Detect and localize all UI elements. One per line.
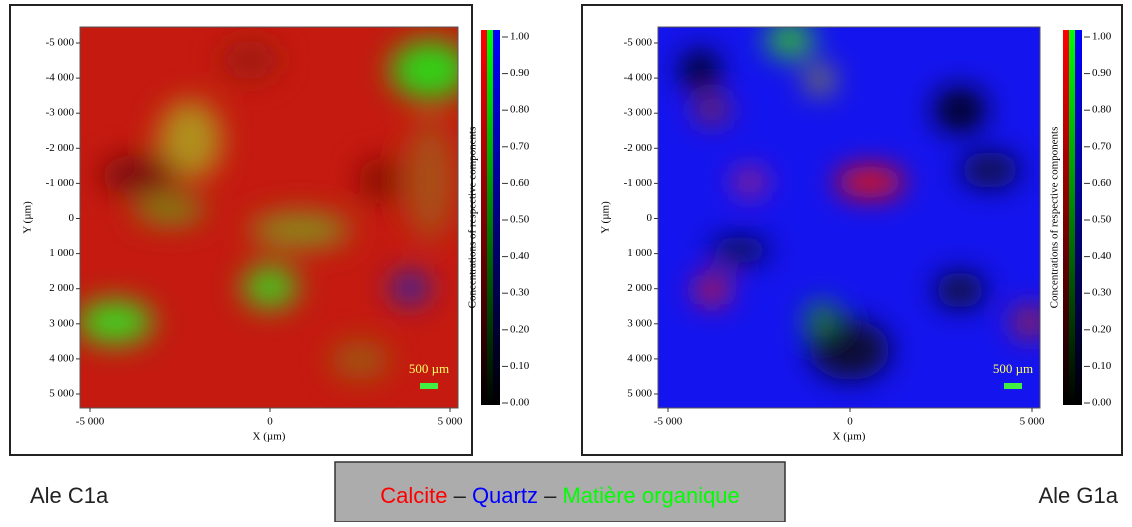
colorbar-tick-label: 0.50 <box>510 214 530 226</box>
y-axis-label: Y (µm) <box>600 201 612 234</box>
x-tick-label: -5 000 <box>76 416 105 428</box>
scale-bar-label: 500 µm <box>993 361 1033 376</box>
y-tick-label: 2 000 <box>627 282 652 294</box>
colorbar-tick-label: 0.70 <box>1092 140 1112 152</box>
colorbar-tick-label: 0.50 <box>1092 214 1112 226</box>
y-tick-label: 4 000 <box>49 352 74 364</box>
y-tick-label: 2 000 <box>49 282 74 294</box>
y-tick-label: -4 000 <box>624 72 653 84</box>
y-tick-label: 3 000 <box>49 317 74 329</box>
y-axis-label: Y (µm) <box>22 201 34 234</box>
x-axis-label: X (µm) <box>253 431 286 443</box>
colorbar <box>1063 30 1069 405</box>
legend-item: Quartz <box>472 483 538 508</box>
colorbar-tick-label: 0.60 <box>1092 177 1112 189</box>
y-tick-label: -5 000 <box>46 37 75 49</box>
y-tick-label: 0 <box>69 212 75 224</box>
colorbar-tick-label: 0.30 <box>1092 287 1112 299</box>
colorbar-label: Concentrations of respective components <box>1049 127 1061 309</box>
y-tick-label: 4 000 <box>627 352 652 364</box>
plot-frame <box>657 26 1041 409</box>
x-axis-label: X (µm) <box>833 431 866 443</box>
x-tick-label: 5 000 <box>1020 416 1045 428</box>
colorbar-tick-label: 0.70 <box>510 140 530 152</box>
y-tick-label: -2 000 <box>46 142 75 154</box>
legend: Calcite – Quartz – Matière organique <box>380 483 740 508</box>
colorbar <box>487 30 493 405</box>
heatmap <box>658 27 1040 408</box>
colorbar-tick-label: 0.40 <box>510 250 530 262</box>
y-tick-label: -5 000 <box>624 37 653 49</box>
colorbar-tick-label: 0.10 <box>510 360 530 372</box>
heatmap <box>80 27 458 408</box>
y-tick-label: -1 000 <box>624 177 653 189</box>
colorbar-tick-label: 0.00 <box>510 397 530 409</box>
y-tick-label: -3 000 <box>624 107 653 119</box>
colorbar <box>1069 30 1075 405</box>
colorbar-tick-label: 0.90 <box>510 67 530 79</box>
colorbar <box>493 30 500 405</box>
plot-frame <box>79 26 459 409</box>
y-tick-label: 5 000 <box>49 388 74 400</box>
caption: Ale G1a <box>1039 483 1119 508</box>
legend-box <box>334 461 786 523</box>
x-tick-label: 0 <box>267 416 273 428</box>
colorbar-tick-label: 0.90 <box>1092 67 1112 79</box>
y-tick-label: -1 000 <box>46 177 75 189</box>
y-tick-label: 3 000 <box>627 317 652 329</box>
colorbar <box>1075 30 1082 405</box>
x-tick-label: 5 000 <box>438 416 463 428</box>
legend-item: Calcite <box>380 483 447 508</box>
colorbar-label: Concentrations of respective components <box>467 127 479 309</box>
colorbar <box>481 30 487 405</box>
x-tick-label: -5 000 <box>654 416 683 428</box>
scale-bar-label: 500 µm <box>409 361 449 376</box>
colorbar-tick-label: 0.80 <box>1092 104 1112 116</box>
caption: Ale C1a <box>30 483 109 508</box>
legend-separator: – <box>447 483 471 508</box>
colorbar-tick-label: 0.80 <box>510 104 530 116</box>
y-tick-label: -2 000 <box>624 142 653 154</box>
y-tick-label: 0 <box>647 212 653 224</box>
colorbar-tick-label: 0.40 <box>1092 250 1112 262</box>
colorbar-tick-label: 0.60 <box>510 177 530 189</box>
colorbar-tick-label: 0.20 <box>1092 323 1112 335</box>
legend-item: Matière organique <box>562 483 739 508</box>
colorbar-tick-label: 0.00 <box>1092 397 1112 409</box>
legend-separator: – <box>538 483 562 508</box>
y-tick-label: -4 000 <box>46 72 75 84</box>
scale-bar <box>420 383 438 389</box>
y-tick-label: -3 000 <box>46 107 75 119</box>
x-tick-label: 0 <box>847 416 853 428</box>
colorbar-tick-label: 0.10 <box>1092 360 1112 372</box>
colorbar-tick-label: 1.00 <box>1092 31 1112 43</box>
colorbar-tick-label: 0.30 <box>510 287 530 299</box>
colorbar-tick-label: 0.20 <box>510 323 530 335</box>
y-tick-label: 1 000 <box>627 247 652 259</box>
scale-bar <box>1004 383 1022 389</box>
colorbar-tick-label: 1.00 <box>510 31 530 43</box>
y-tick-label: 5 000 <box>627 388 652 400</box>
y-tick-label: 1 000 <box>49 247 74 259</box>
